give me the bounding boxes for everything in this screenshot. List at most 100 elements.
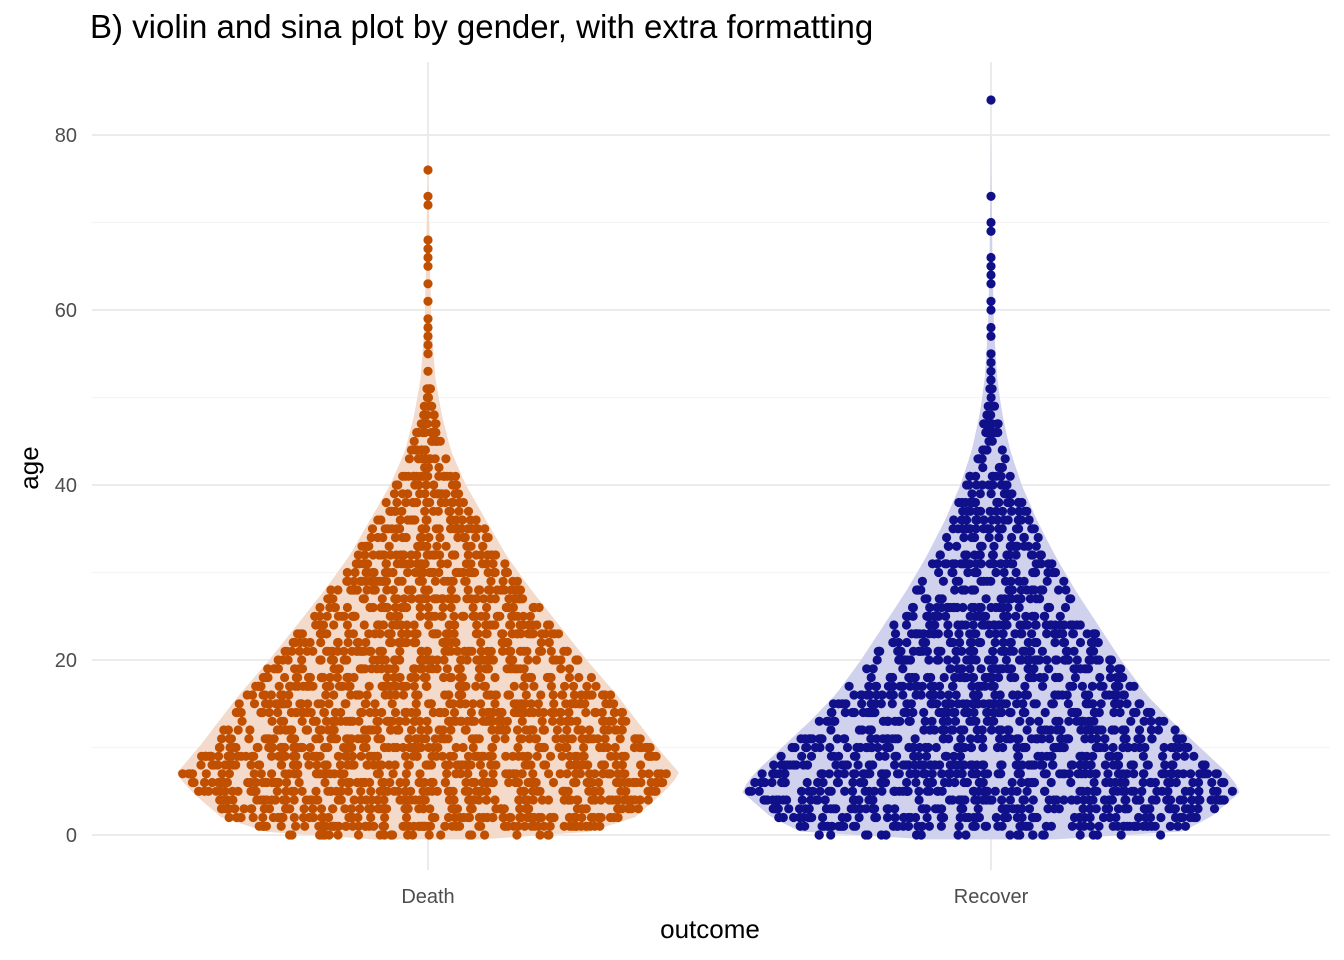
point-recover [902, 777, 912, 788]
point-death [352, 646, 362, 656]
point-recover [1120, 786, 1130, 796]
point-recover [1042, 576, 1052, 586]
point-death [463, 769, 473, 779]
point-recover [1003, 497, 1013, 508]
point-death [518, 751, 528, 761]
point-death [634, 742, 645, 753]
point-death [359, 742, 369, 753]
point-death [528, 769, 538, 779]
point-recover [1108, 786, 1118, 796]
point-death [335, 769, 345, 779]
point-death [482, 602, 492, 613]
point-recover [1028, 830, 1038, 840]
point-death [399, 594, 409, 604]
point-death [395, 550, 405, 560]
point-death [256, 795, 266, 805]
point-recover [977, 480, 987, 490]
point-death [463, 812, 473, 823]
point-death [438, 602, 448, 613]
point-death [512, 699, 522, 709]
point-death [471, 515, 481, 525]
point-recover [948, 681, 958, 691]
point-death [297, 786, 307, 796]
point-death [334, 664, 344, 674]
point-death [276, 742, 286, 753]
point-recover [1056, 725, 1066, 735]
point-death [424, 699, 434, 709]
point-death [401, 637, 411, 648]
point-death [390, 664, 400, 674]
point-recover [1054, 585, 1064, 595]
point-death [406, 515, 416, 525]
point-death [207, 777, 217, 788]
point-death [455, 664, 465, 674]
point-recover [890, 812, 900, 823]
y-axis-title: age [14, 446, 44, 489]
point-recover [771, 795, 782, 805]
point-recover [966, 734, 976, 744]
point-recover [1022, 690, 1032, 700]
point-recover [945, 769, 955, 779]
point-recover [847, 786, 858, 796]
point-death [424, 532, 434, 543]
point-death [236, 707, 246, 718]
point-death [329, 620, 339, 630]
point-recover [953, 699, 963, 709]
point-death [409, 716, 419, 726]
point-death [473, 629, 483, 639]
point-recover [914, 585, 924, 595]
point-death [365, 602, 375, 613]
point-death [515, 620, 525, 630]
point-death [490, 672, 500, 683]
point-death [302, 681, 312, 691]
point-death [346, 804, 356, 814]
point-recover [1043, 567, 1054, 578]
point-recover [911, 769, 921, 779]
point-recover [1016, 777, 1027, 788]
point-recover [1066, 777, 1076, 788]
point-recover [1075, 664, 1085, 674]
point-recover [800, 804, 811, 814]
point-death [428, 707, 438, 718]
point-recover [864, 795, 874, 805]
point-recover [842, 742, 853, 753]
point-death [408, 497, 418, 508]
point-death [305, 637, 315, 648]
point-death [348, 760, 358, 770]
point-recover [1018, 699, 1028, 709]
point-recover [919, 629, 929, 639]
point-death [425, 821, 436, 831]
point-recover [956, 760, 967, 770]
point-death [454, 690, 464, 700]
point-recover [961, 830, 971, 840]
point-death [392, 497, 402, 508]
point-death [267, 751, 277, 761]
point-recover [887, 699, 897, 709]
point-recover [1030, 760, 1040, 770]
point-death [324, 594, 334, 604]
point-death [467, 804, 477, 814]
point-recover [972, 725, 982, 735]
point-death [449, 611, 459, 621]
point-death [362, 585, 372, 595]
point-death [328, 804, 338, 814]
point-recover [1068, 760, 1078, 770]
point-death [213, 777, 224, 788]
point-death [581, 821, 591, 831]
point-death [584, 769, 595, 779]
point-recover [870, 699, 881, 709]
point-recover [922, 812, 932, 823]
point-death [539, 725, 550, 735]
point-death [274, 777, 284, 788]
point-recover [951, 655, 961, 665]
point-recover [991, 629, 1001, 639]
point-recover [943, 655, 953, 665]
point-death [389, 786, 399, 796]
point-recover [1038, 760, 1048, 770]
point-death [416, 742, 426, 753]
point-recover [829, 751, 839, 761]
point-recover [986, 349, 996, 359]
point-recover [776, 751, 786, 761]
point-recover [1027, 629, 1037, 639]
point-recover [1107, 795, 1117, 805]
